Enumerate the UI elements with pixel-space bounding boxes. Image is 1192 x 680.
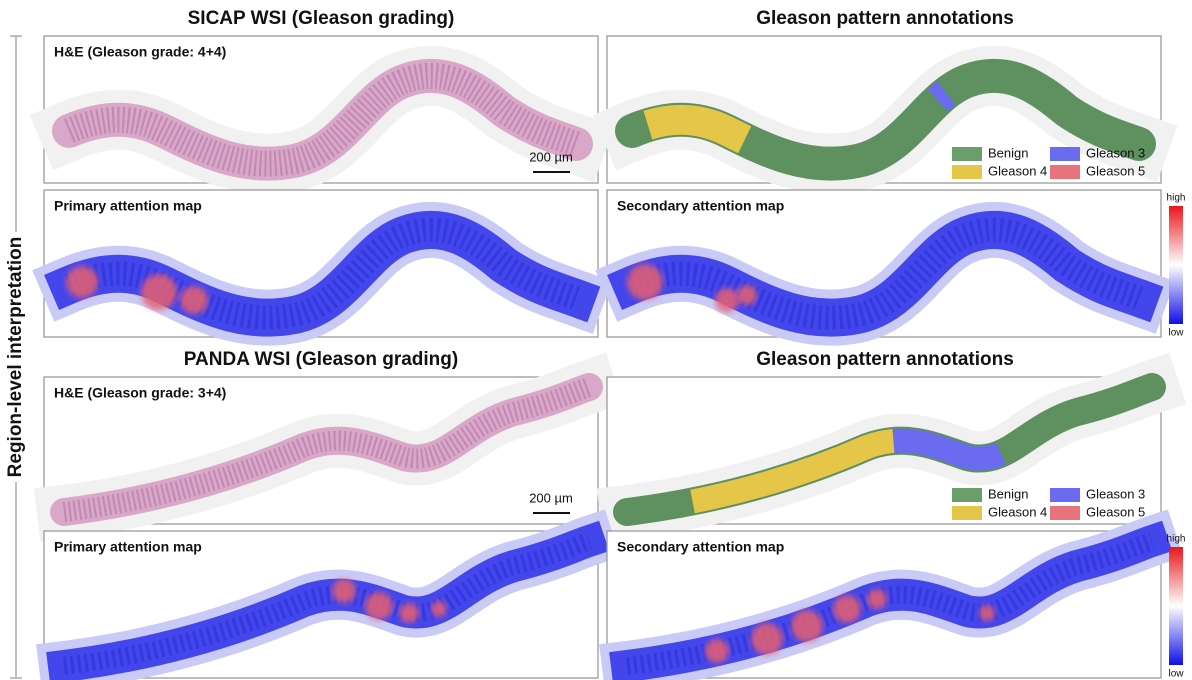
legend-label: Gleason 3	[1086, 486, 1145, 501]
attention-high	[141, 274, 177, 310]
colorbar-high: high	[1167, 534, 1186, 545]
attention-high	[715, 288, 739, 312]
panel-label: Secondary attention map	[617, 198, 784, 214]
legend-swatch	[1050, 506, 1080, 520]
legend-label: Gleason 4	[988, 163, 1047, 178]
section-title: SICAP WSI (Gleason grading)	[188, 8, 455, 29]
colorbar-high: high	[1167, 193, 1186, 204]
attention-high	[867, 589, 887, 609]
scale-bar-label: 200 µm	[529, 149, 573, 164]
colorbar	[1169, 547, 1183, 665]
attention-high	[399, 603, 419, 623]
legend-swatch	[952, 488, 982, 502]
colorbar	[1169, 206, 1183, 324]
section-title: Gleason pattern annotations	[756, 8, 1014, 29]
section-title: Gleason pattern annotations	[756, 349, 1014, 370]
attention-high	[705, 639, 729, 663]
legend-label: Gleason 4	[988, 504, 1047, 519]
attention-high	[332, 579, 356, 603]
colorbar-low: low	[1168, 669, 1184, 680]
panel: H&E (Gleason grade: 3+4) 200 µm	[44, 377, 598, 524]
legend-swatch	[1050, 488, 1080, 502]
panel: Benign Gleason 3 Gleason 4 Gleason 5	[607, 377, 1161, 524]
legend-swatch	[1050, 147, 1080, 161]
attention-high	[627, 264, 663, 300]
colorbar-low: low	[1168, 328, 1184, 339]
attention-high	[66, 266, 98, 298]
side-label: Region-level interpretation	[5, 237, 26, 478]
legend-label: Gleason 5	[1086, 504, 1145, 519]
panel: Primary attention map	[44, 531, 598, 678]
panel-label: Secondary attention map	[617, 539, 784, 555]
section-title: PANDA WSI (Gleason grading)	[184, 349, 458, 370]
legend-swatch	[1050, 165, 1080, 179]
legend-label: Benign	[988, 486, 1028, 501]
figure: Region-level interpretation SICAP WSI (G…	[0, 0, 1192, 680]
attention-high	[737, 285, 757, 305]
legend-label: Benign	[988, 145, 1028, 160]
legend-swatch	[952, 165, 982, 179]
attention-high	[751, 623, 783, 655]
panel: Secondary attention map	[607, 190, 1161, 337]
panel: Secondary attention map	[607, 531, 1161, 678]
attention-high	[791, 610, 823, 642]
panel-label: Primary attention map	[54, 539, 202, 555]
scale-bar-label: 200 µm	[529, 490, 573, 505]
panel: Benign Gleason 3 Gleason 4 Gleason 5	[607, 36, 1161, 183]
attention-high	[979, 605, 995, 621]
legend-label: Gleason 5	[1086, 163, 1145, 178]
attention-high	[833, 595, 861, 623]
legend-swatch	[952, 506, 982, 520]
panel-label: Primary attention map	[54, 198, 202, 214]
legend-swatch	[952, 147, 982, 161]
panel: H&E (Gleason grade: 4+4) 200 µm	[44, 36, 598, 183]
legend-label: Gleason 3	[1086, 145, 1145, 160]
attention-high	[180, 286, 208, 314]
panel-label: H&E (Gleason grade: 3+4)	[54, 385, 226, 401]
attention-high	[365, 592, 393, 620]
panel-label: H&E (Gleason grade: 4+4)	[54, 44, 226, 60]
attention-high	[431, 601, 447, 617]
panel: Primary attention map	[44, 190, 598, 337]
